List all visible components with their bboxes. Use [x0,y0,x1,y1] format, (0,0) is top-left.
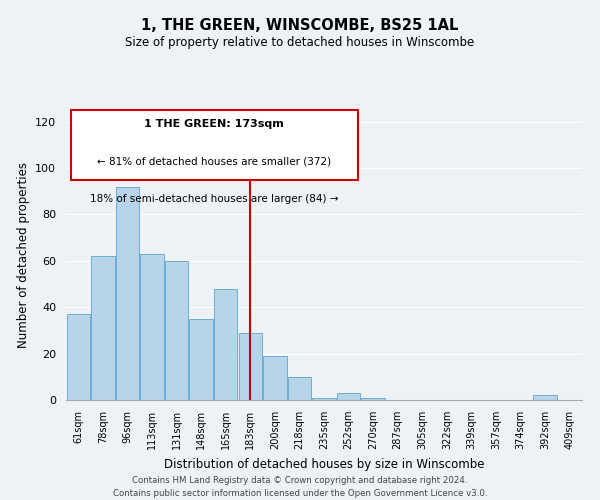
X-axis label: Distribution of detached houses by size in Winscombe: Distribution of detached houses by size … [164,458,484,470]
Bar [361,398,385,400]
Bar [288,377,311,400]
Text: Contains HM Land Registry data © Crown copyright and database right 2024.
Contai: Contains HM Land Registry data © Crown c… [113,476,487,498]
FancyBboxPatch shape [71,110,358,180]
Text: 1 THE GREEN: 173sqm: 1 THE GREEN: 173sqm [145,118,284,128]
Bar [337,393,360,400]
Bar [91,256,115,400]
Y-axis label: Number of detached properties: Number of detached properties [17,162,29,348]
Bar [239,332,262,400]
Bar [533,396,557,400]
Bar [313,398,335,400]
Text: ← 81% of detached houses are smaller (372): ← 81% of detached houses are smaller (37… [97,156,331,166]
Bar [190,319,213,400]
Text: 1, THE GREEN, WINSCOMBE, BS25 1AL: 1, THE GREEN, WINSCOMBE, BS25 1AL [142,18,458,32]
Text: 18% of semi-detached houses are larger (84) →: 18% of semi-detached houses are larger (… [90,194,338,204]
Bar [263,356,287,400]
Bar [140,254,164,400]
Text: Size of property relative to detached houses in Winscombe: Size of property relative to detached ho… [125,36,475,49]
Bar [67,314,90,400]
Bar [165,261,188,400]
Bar [116,186,139,400]
Bar [214,288,238,400]
